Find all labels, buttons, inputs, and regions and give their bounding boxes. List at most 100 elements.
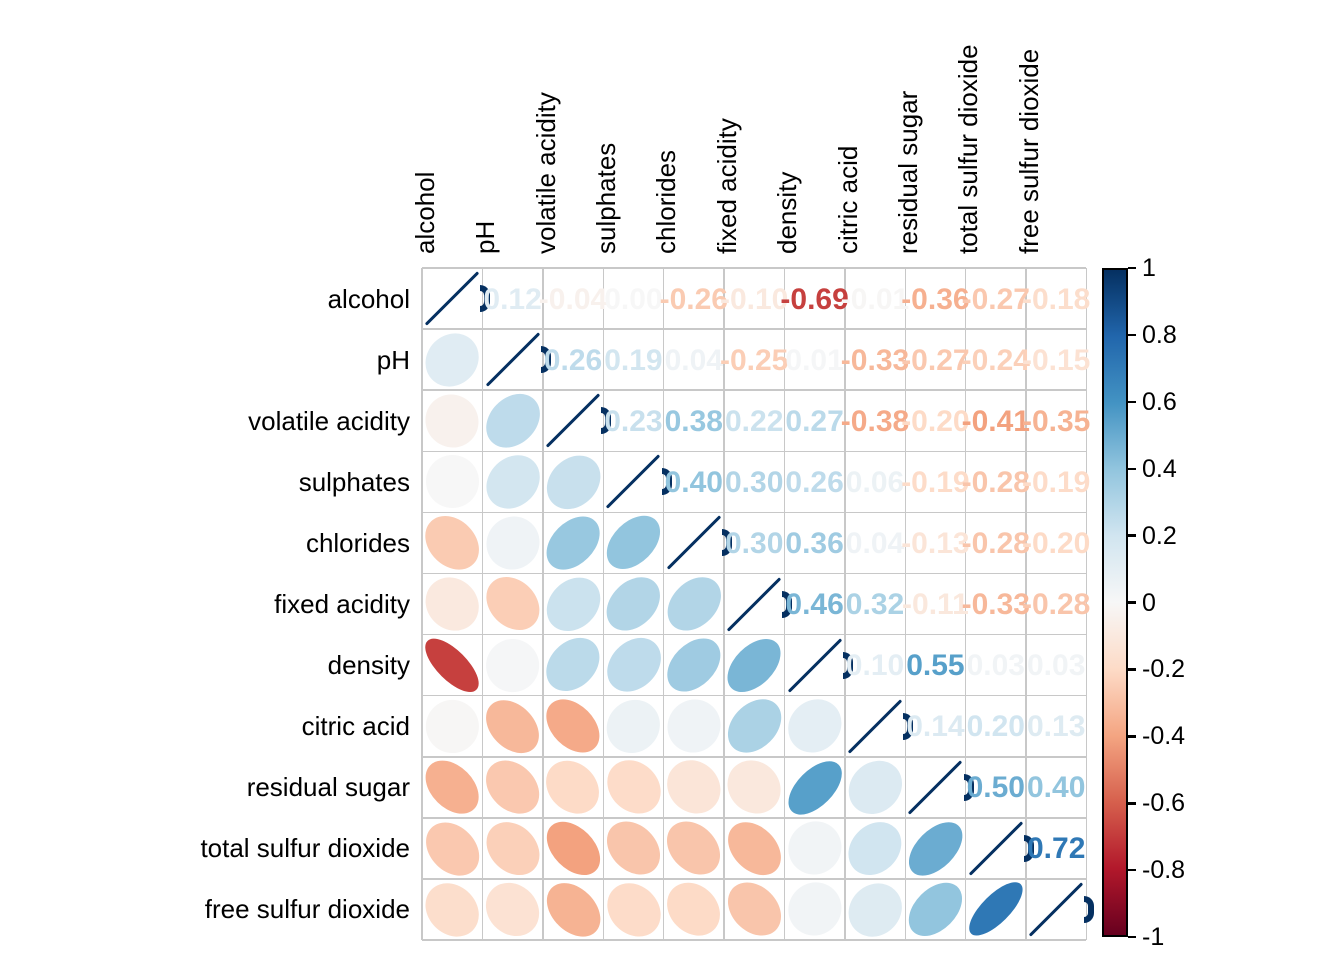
corr-value: -0.19 bbox=[1021, 465, 1091, 499]
col-label: chlorides bbox=[651, 149, 682, 254]
corr-value: -0.11 bbox=[902, 588, 969, 621]
corr-value: 0.04 bbox=[845, 526, 905, 560]
colorbar-tick-label: -1 bbox=[1142, 923, 1165, 951]
diagonal-overflow-fragment bbox=[601, 407, 612, 435]
corr-ellipse bbox=[716, 749, 792, 825]
corr-ellipse bbox=[475, 505, 551, 581]
grid-line bbox=[904, 268, 906, 940]
corr-value: 0.32 bbox=[845, 588, 905, 621]
corr-value: -0.25 bbox=[719, 343, 789, 377]
corr-ellipse bbox=[414, 444, 490, 520]
col-label: volatile acidity bbox=[530, 92, 561, 254]
grid-line bbox=[422, 267, 1087, 269]
corr-ellipse bbox=[717, 689, 792, 764]
diagonal-overflow-fragment bbox=[480, 285, 491, 312]
colorbar-tick-label: 0 bbox=[1142, 588, 1156, 617]
corr-ellipse bbox=[837, 749, 913, 825]
corr-value: -0.10 bbox=[719, 282, 789, 316]
diagonal-unit-line bbox=[545, 393, 601, 448]
colorbar-tick-label: 1 bbox=[1142, 254, 1156, 282]
corr-ellipse bbox=[536, 811, 610, 886]
corr-ellipse bbox=[656, 749, 732, 825]
grid-line bbox=[422, 878, 1087, 880]
corr-value: -0.20 bbox=[901, 404, 970, 438]
corr-value: 0.46 bbox=[785, 588, 844, 621]
corr-value: 0.22 bbox=[724, 404, 784, 438]
diagonal-overflow-fragment bbox=[1084, 895, 1095, 923]
row-label: residual sugar bbox=[246, 772, 410, 803]
corr-ellipse bbox=[898, 872, 973, 947]
colorbar-tick bbox=[1128, 400, 1136, 404]
corr-value: 0.01 bbox=[785, 343, 844, 377]
corr-ellipse bbox=[535, 566, 611, 642]
corr-ellipse bbox=[535, 749, 611, 825]
colorbar-tick-label: 0.6 bbox=[1142, 387, 1177, 416]
corr-value: -0.04 bbox=[538, 282, 608, 316]
corr-value: 0.20 bbox=[966, 710, 1025, 744]
corr-value: 0.50 bbox=[966, 771, 1025, 805]
corr-value: 0.10 bbox=[845, 649, 905, 683]
col-label: alcohol bbox=[409, 171, 440, 254]
corr-value: 0.72 bbox=[1026, 832, 1086, 866]
corr-ellipse bbox=[414, 566, 490, 642]
diagonal-unit-line bbox=[1028, 882, 1084, 937]
corr-value: 0.40 bbox=[664, 465, 723, 499]
diagonal-unit-line bbox=[847, 698, 903, 754]
corr-value: 0.00 bbox=[604, 282, 663, 316]
corr-ellipse bbox=[595, 688, 671, 764]
corr-value: -0.36 bbox=[901, 282, 970, 316]
corr-value: -0.19 bbox=[901, 465, 970, 499]
diagonal-overflow-fragment bbox=[963, 773, 974, 801]
corr-ellipse bbox=[656, 872, 732, 947]
corr-ellipse bbox=[596, 811, 671, 886]
colorbar-tick bbox=[1128, 735, 1136, 738]
row-label: sulphates bbox=[298, 466, 410, 497]
diagonal-unit-line bbox=[424, 271, 480, 326]
colorbar-tick bbox=[1128, 668, 1136, 671]
diagonal-overflow-fragment bbox=[842, 651, 853, 679]
corr-value: -0.33 bbox=[961, 588, 1030, 621]
corr-value: 0.14 bbox=[906, 710, 965, 744]
grid-line bbox=[422, 756, 1087, 758]
row-label: alcohol bbox=[327, 283, 410, 314]
colorbar-tick bbox=[1128, 935, 1136, 939]
grid-line bbox=[844, 268, 846, 940]
corr-value: -0.01 bbox=[840, 282, 910, 316]
col-label: residual sugar bbox=[892, 90, 923, 254]
corr-value: -0.18 bbox=[1021, 282, 1091, 316]
grid-line bbox=[723, 268, 725, 940]
grid-line bbox=[481, 268, 484, 940]
corr-ellipse bbox=[837, 871, 913, 947]
corr-value: 0.55 bbox=[906, 649, 965, 683]
grid-line bbox=[422, 817, 1087, 819]
corr-value: 0.23 bbox=[604, 404, 663, 438]
corr-ellipse bbox=[475, 444, 550, 520]
grid-line bbox=[422, 511, 1087, 514]
corr-value: 0.03 bbox=[966, 649, 1025, 683]
diagonal-overflow-fragment bbox=[782, 590, 793, 618]
corr-value: 0.04 bbox=[664, 343, 723, 377]
grid-line bbox=[422, 572, 1087, 575]
colorbar-tick-label: -0.6 bbox=[1142, 789, 1186, 818]
grid-line bbox=[422, 450, 1087, 452]
corr-value: -0.24 bbox=[961, 343, 1030, 377]
corr-value: 0.19 bbox=[604, 343, 663, 377]
grid-line bbox=[1085, 268, 1088, 940]
colorbar-tick-label: 0.8 bbox=[1142, 320, 1177, 349]
corr-value: 0.36 bbox=[785, 526, 844, 560]
corr-value: -0.20 bbox=[1021, 526, 1091, 560]
corr-ellipse bbox=[475, 872, 551, 947]
corr-ellipse bbox=[717, 811, 792, 886]
corr-ellipse bbox=[777, 688, 853, 764]
col-label: fixed acidity bbox=[711, 118, 742, 254]
corr-ellipse bbox=[961, 874, 1031, 944]
corr-value: -0.27 bbox=[901, 343, 970, 377]
corr-value: -0.13 bbox=[901, 526, 970, 560]
corr-value: 0.03 bbox=[1026, 649, 1086, 683]
grid-line bbox=[422, 633, 1087, 636]
corr-value: 0.06 bbox=[845, 465, 905, 499]
corr-value: -0.33 bbox=[840, 343, 910, 377]
grid-line bbox=[964, 268, 967, 940]
corr-ellipse bbox=[777, 871, 853, 947]
row-label: total sulfur dioxide bbox=[200, 833, 410, 864]
